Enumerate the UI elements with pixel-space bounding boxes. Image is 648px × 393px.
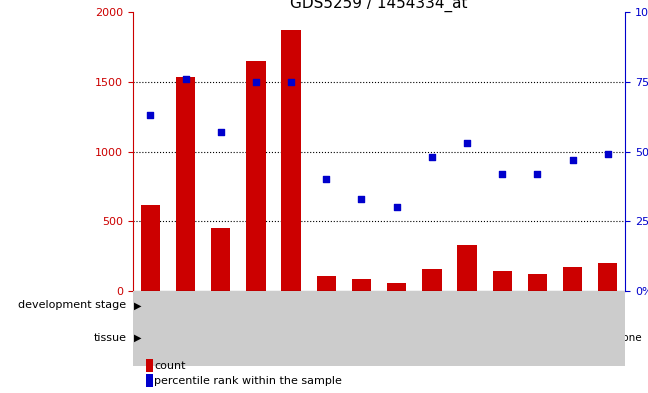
Bar [281,30,301,291]
Point [321,176,332,183]
Point [356,196,367,202]
Bar [133,321,203,354]
Bar [563,267,582,291]
Text: striatum: striatum [480,332,524,343]
Bar [492,271,512,291]
Point [462,140,472,146]
Text: embryonic day E14.5: embryonic day E14.5 [161,300,280,310]
Bar [246,61,266,291]
Text: count: count [154,361,185,371]
Bar [387,283,406,291]
Text: ▶: ▶ [134,300,142,310]
Point [286,79,296,85]
Text: percentile rank within the sample: percentile rank within the sample [154,376,342,386]
Text: subventricular zone: subventricular zone [538,332,642,343]
Bar [203,321,273,354]
Bar [308,293,625,318]
Point [532,171,542,177]
Bar [133,293,308,318]
Bar [422,269,441,291]
Point [145,112,156,118]
Bar [273,321,308,354]
Bar [598,263,618,291]
Text: dorsal
forebrain: dorsal forebrain [145,327,192,348]
Title: GDS5259 / 1454334_at: GDS5259 / 1454334_at [290,0,468,12]
Point [603,151,613,158]
Bar [457,245,477,291]
Text: neocortex: neocortex [353,332,405,343]
Bar [555,321,625,354]
Point [497,171,507,177]
Bar [527,274,547,291]
Point [568,157,578,163]
Bar [308,321,450,354]
Point [391,204,402,211]
Text: development stage: development stage [18,300,126,310]
Point [180,76,191,82]
Bar [211,228,231,291]
Text: ventral
forebrain: ventral forebrain [214,327,262,348]
Text: ▶: ▶ [134,332,142,343]
Bar [317,276,336,291]
Point [251,79,261,85]
Point [216,129,226,135]
Text: adult: adult [453,300,481,310]
Bar [450,321,555,354]
Bar [352,279,371,291]
Bar [176,77,195,291]
Point [426,154,437,160]
Bar [141,205,160,291]
Text: tissue: tissue [93,332,126,343]
Text: spinal
cord: spinal cord [275,327,307,348]
